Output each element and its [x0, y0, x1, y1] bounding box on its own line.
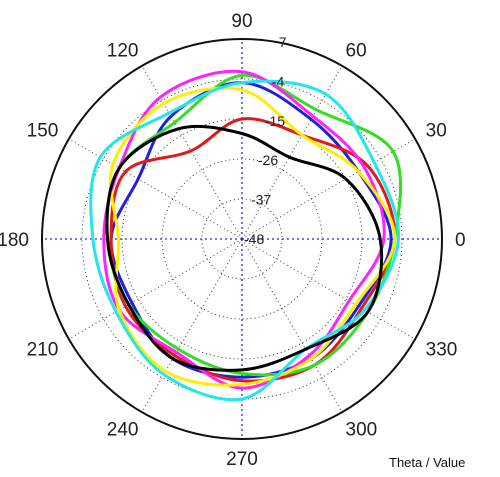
angle-tick-label: 240: [107, 420, 139, 441]
radial-tick-label: -26: [258, 152, 278, 168]
footer-label: Theta / Value: [389, 455, 465, 470]
radial-tick-label: -15: [265, 113, 285, 129]
angle-tick-labels: 0 30 60 90 120 150 180 210 240 270 300 330: [0, 11, 466, 470]
angle-tick-label: 270: [226, 449, 258, 470]
outer-circle: [41, 38, 443, 440]
grid-spoke: [241, 138, 416, 240]
grid-spoke: [141, 238, 243, 413]
angle-tick-label: 30: [426, 121, 447, 142]
angle-tick-label: 180: [0, 230, 29, 251]
grid-spoke: [241, 65, 343, 240]
angle-tick-label: 330: [426, 340, 458, 361]
series-line-4: [102, 69, 386, 390]
radial-tick-label: 7: [279, 34, 287, 50]
angle-tick-label: 210: [27, 340, 59, 361]
series-line-5: [108, 86, 397, 387]
radial-tick-label: -37: [251, 192, 271, 208]
angle-tick-label: 90: [231, 11, 252, 32]
polar-grid: [41, 38, 443, 440]
grid-spoke: [68, 238, 243, 340]
radial-tick-label: -48: [244, 231, 264, 247]
grid-spoke: [68, 138, 243, 240]
grid-spoke: [141, 65, 243, 240]
radial-tick-labels: -48 -37 -26 -15 -4 7: [244, 34, 287, 247]
angle-tick-label: 150: [27, 121, 59, 142]
angle-tick-label: 60: [346, 40, 367, 61]
grid-spoke: [241, 238, 416, 340]
angle-tick-label: 120: [107, 40, 139, 61]
series-line-7: [105, 124, 384, 372]
angle-tick-label: 0: [455, 230, 466, 251]
angle-tick-label: 300: [346, 420, 378, 441]
series-layer: [89, 69, 403, 402]
radial-tick-label: -4: [272, 73, 285, 89]
grid-spoke: [241, 238, 343, 413]
